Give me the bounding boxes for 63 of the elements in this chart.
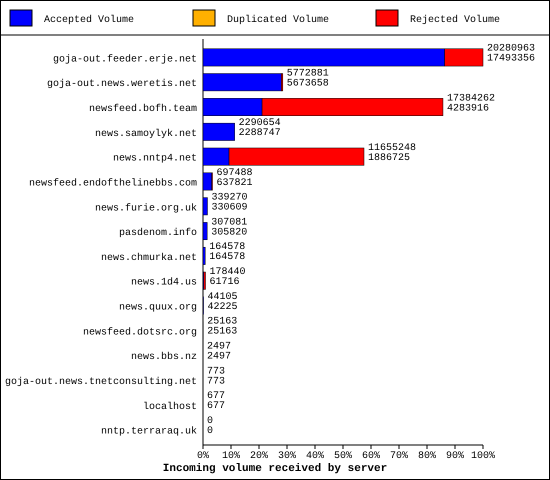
annotation: 42225 (208, 302, 238, 313)
annotation: 0 (207, 416, 214, 427)
annotation: 2497 (207, 351, 232, 362)
annotation: 17384262 (446, 93, 495, 104)
x-axis-title: Incoming volume received by server (162, 463, 388, 475)
annotation: 0 (207, 426, 214, 437)
x-tick-label: 100% (470, 451, 496, 462)
annotation: 5772881 (286, 68, 329, 80)
annotation: 773 (207, 366, 226, 378)
y-tick-label: goja-out.feeder.erje.net (52, 53, 197, 66)
y-tick-label: news.samoylyk.net (94, 128, 197, 140)
y-tick-label: news.quux.org (118, 302, 197, 314)
annotation: 305820 (211, 227, 248, 238)
legend-label: Duplicated Volume (227, 14, 330, 26)
y-tick-label: news.furie.org.uk (94, 202, 197, 214)
annotation: 164578 (209, 252, 246, 264)
annotation: 773 (207, 376, 226, 388)
annotation: 2288747 (238, 128, 281, 140)
annotation: 1886725 (368, 152, 410, 164)
annotation: 178440 (210, 267, 246, 278)
annotation: 164578 (209, 242, 246, 254)
annotation: 25163 (207, 316, 238, 328)
annotation: 17493356 (487, 54, 536, 65)
y-tick-label: news.chmurka.net (100, 252, 197, 264)
x-tick-label: 90% (446, 451, 464, 462)
y-tick-label: news.bbs.nz (130, 351, 197, 364)
annotation: 5673658 (286, 78, 329, 90)
x-tick-label: 20% (250, 451, 268, 462)
y-tick-label: localhost (142, 400, 197, 413)
annotation: 677 (207, 391, 226, 402)
x-tick-label: 30% (278, 451, 296, 462)
legend-label: Accepted Volume (44, 14, 134, 26)
x-tick-label: 10% (222, 451, 240, 462)
legend-label: Rejected Volume (410, 14, 500, 26)
annotation: 2497 (207, 341, 232, 352)
annotation: 25163 (207, 326, 238, 338)
annotation: 20280963 (487, 44, 536, 55)
x-tick-label: 50% (334, 451, 352, 462)
annotation: 637821 (216, 178, 253, 189)
y-tick-label: nntp.terraraq.uk (100, 426, 197, 438)
y-tick-label: newsfeed.endofthelinebbs.com (28, 177, 197, 190)
y-tick-label: news.nntp4.net (112, 154, 197, 165)
y-tick-label: pasdenom.info (118, 227, 197, 240)
annotation: 330609 (211, 202, 248, 214)
y-tick-label: newsfeed.bofh.team (88, 103, 197, 116)
annotation: 44105 (208, 292, 238, 303)
annotation: 339270 (211, 192, 248, 204)
x-tick-label: 40% (306, 451, 324, 462)
annotation: 61716 (210, 277, 240, 288)
y-tick-label: goja-out.news.tnetconsulting.net (4, 376, 197, 388)
x-tick-label: 80% (418, 451, 436, 462)
annotation: 307081 (211, 217, 248, 228)
annotation: 4283916 (446, 103, 489, 114)
y-tick-label: newsfeed.dotsrc.org (82, 326, 197, 338)
annotation: 11655248 (368, 142, 416, 154)
x-tick-label: 70% (390, 451, 408, 462)
x-tick-label: 60% (362, 451, 380, 462)
y-tick-label: goja-out.news.weretis.net (46, 78, 197, 90)
y-tick-label: news.1d4.us (130, 276, 197, 289)
x-tick-label: 0% (196, 451, 210, 462)
annotation: 677 (207, 401, 226, 412)
annotation: 2290654 (238, 118, 281, 130)
annotation: 697488 (216, 168, 253, 179)
